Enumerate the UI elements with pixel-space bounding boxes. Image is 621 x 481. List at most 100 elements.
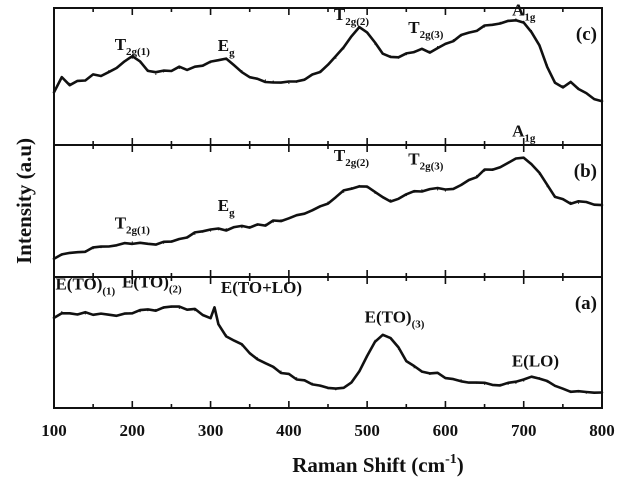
data-point <box>538 46 541 48</box>
x-axis-title-main: Raman Shift (cm <box>292 453 445 477</box>
data-point <box>468 381 470 383</box>
data-point <box>546 186 548 188</box>
data-point <box>256 224 259 226</box>
data-point <box>264 362 266 364</box>
data-point <box>413 367 415 369</box>
data-point <box>562 85 564 87</box>
panel-2: (a)E(TO)(1)E(TO)(2) E(TO+LO)E(TO)(3)E(LO) <box>52 272 604 409</box>
data-point <box>241 345 243 347</box>
data-point <box>163 242 165 244</box>
data-point <box>217 322 219 324</box>
data-point <box>437 372 439 374</box>
data-point <box>249 352 251 355</box>
data-point <box>256 357 259 359</box>
data-point <box>147 243 149 245</box>
data-point <box>327 64 329 66</box>
data-point <box>444 377 446 379</box>
peak-label-main: E <box>218 36 229 55</box>
x-axis-title: Raman Shift (cm-1) <box>292 452 464 477</box>
data-point <box>225 334 227 336</box>
data-point <box>366 187 368 189</box>
data-point <box>562 388 564 390</box>
data-point <box>303 379 306 381</box>
data-point <box>476 29 478 32</box>
data-point <box>178 307 180 309</box>
data-point <box>390 337 392 339</box>
data-point <box>194 233 196 235</box>
data-point <box>515 18 517 20</box>
data-point <box>437 189 439 191</box>
data-point <box>460 379 462 381</box>
data-point <box>515 158 517 160</box>
data-point <box>429 373 431 375</box>
series-line <box>52 305 604 394</box>
data-point <box>311 209 313 211</box>
data-point <box>76 251 79 253</box>
data-point <box>194 66 196 68</box>
data-point <box>319 206 321 208</box>
data-point <box>311 382 313 384</box>
data-point <box>546 381 548 383</box>
data-point <box>538 377 541 379</box>
data-point <box>76 313 79 315</box>
peak-label-subscript: 2g(2) <box>345 16 369 28</box>
x-tick-label: 800 <box>589 421 615 440</box>
data-point <box>491 24 493 26</box>
data-point <box>601 392 603 394</box>
data-point <box>601 204 603 207</box>
data-point <box>131 241 133 243</box>
data-point <box>84 79 86 81</box>
peak-label: E(TO)(3) <box>365 308 425 331</box>
data-point <box>155 243 157 245</box>
data-point <box>358 370 360 372</box>
data-point <box>405 359 407 361</box>
peak-label-main: E(TO) <box>365 308 412 327</box>
data-point <box>327 201 329 203</box>
data-point <box>170 306 172 308</box>
data-point <box>186 69 188 71</box>
data-point <box>358 27 360 29</box>
panel-tag: (a) <box>575 293 597 314</box>
data-point <box>61 78 63 80</box>
data-point <box>405 54 407 56</box>
data-point <box>139 62 141 64</box>
peak-label: E(TO)(1) <box>55 275 115 298</box>
data-point <box>484 26 486 28</box>
data-point <box>131 312 133 314</box>
data-point <box>335 57 337 59</box>
data-point <box>241 70 243 72</box>
data-point <box>61 254 63 256</box>
data-point <box>202 314 204 316</box>
data-point <box>139 242 141 244</box>
data-point <box>139 311 141 313</box>
peak-label-main: E(TO) <box>122 272 169 291</box>
data-point <box>570 390 572 392</box>
data-point <box>233 227 235 229</box>
data-point <box>570 201 572 203</box>
peak-label: T2g(2) <box>334 5 370 28</box>
data-point <box>366 355 368 357</box>
panel-tag: (b) <box>574 161 597 182</box>
data-point <box>225 58 227 60</box>
data-point <box>264 223 266 225</box>
data-point <box>155 308 157 311</box>
x-tick-label: 500 <box>354 421 380 440</box>
peak-label-main: E(LO) <box>512 352 559 371</box>
data-point <box>202 64 204 66</box>
data-point <box>178 238 180 240</box>
data-point <box>288 217 290 219</box>
data-point <box>147 310 149 312</box>
data-point <box>249 75 251 78</box>
peak-label-main: T <box>115 214 127 233</box>
data-point <box>53 89 55 91</box>
data-point <box>343 191 345 193</box>
data-point <box>507 162 509 164</box>
data-point <box>476 174 478 177</box>
data-point <box>366 32 368 34</box>
x-tick-label: 700 <box>511 421 537 440</box>
x-tick-label: 200 <box>120 421 146 440</box>
data-point <box>499 21 501 23</box>
data-point <box>405 194 407 197</box>
data-point <box>577 391 580 393</box>
